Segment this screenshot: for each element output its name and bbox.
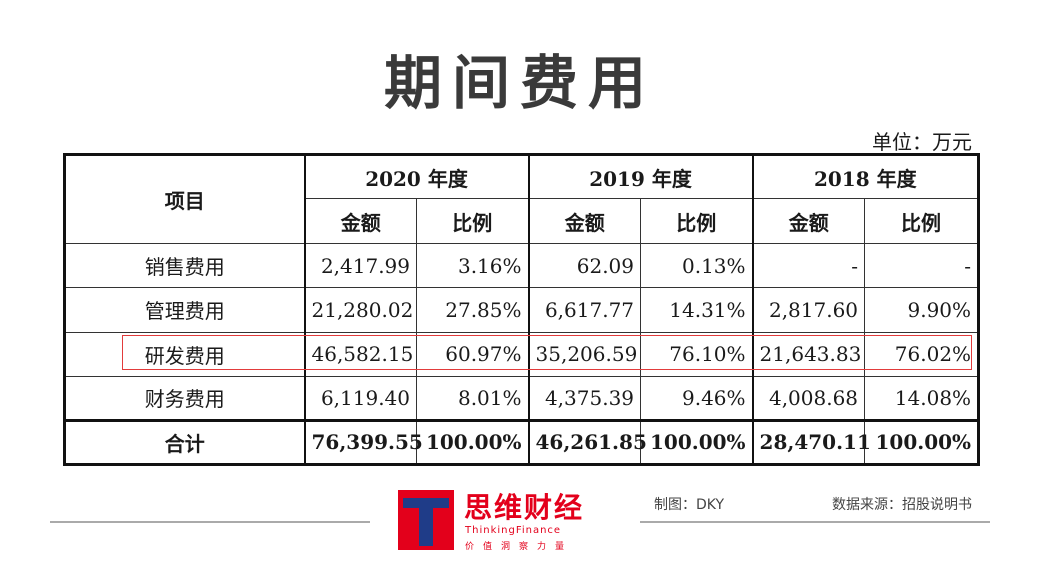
row-label: 研发费用 [64,331,305,377]
cell-amount: 4,008.68 [751,375,866,421]
cell-amount: 4,375.39 [527,375,642,421]
cell-amount: 6,119.40 [303,375,417,421]
table-row: 研发费用 46,582.15 60.97% 35,206.59 76.10% 2… [64,331,980,377]
cell-ratio: 27.85% [415,287,530,333]
maker-credit: 制图：DKY [654,497,725,513]
cell-amount: 28,470.11 [751,418,871,466]
cell-ratio: 9.90% [864,287,980,333]
item-header: 项目 [64,153,305,245]
data-source: 数据来源：招股说明书 [832,497,972,513]
unit-label: 单位：万元 [872,130,972,154]
cell-ratio: 14.31% [640,287,754,333]
ratio-header: 比例 [640,198,754,245]
table-row: 管理费用 21,280.02 27.85% 6,617.77 14.31% 2,… [64,287,980,333]
cell-ratio: 100.00% [640,418,754,466]
cell-ratio: 0.13% [640,243,754,289]
row-label: 合计 [64,418,305,466]
cell-ratio: 76.02% [864,331,980,377]
amount-header: 金额 [751,198,866,245]
cell-ratio: - [864,243,980,289]
brand-english: ThinkingFinance [465,525,562,536]
cell-amount: 2,817.60 [751,287,866,333]
footer-divider [640,521,990,523]
table-row: 销售费用 2,417.99 3.16% 62.09 0.13% - - [64,243,980,289]
cell-ratio: 60.97% [415,331,530,377]
cell-amount: 35,206.59 [527,331,642,377]
row-label: 销售费用 [64,243,305,289]
cell-amount: 21,280.02 [303,287,417,333]
cell-ratio: 3.16% [415,243,530,289]
cell-amount: 6,617.77 [527,287,642,333]
cell-ratio: 8.01% [415,375,530,421]
cell-amount: 76,399.55 [303,418,423,466]
year-header: 2020 年度 [303,153,530,200]
cell-amount: 21,643.83 [751,331,866,377]
cell-amount: - [751,243,866,289]
t-letter-logo-icon [398,490,454,550]
cell-ratio: 76.10% [640,331,754,377]
row-label: 财务费用 [64,375,305,421]
year-header: 2019 年度 [527,153,754,200]
footer-divider [50,521,370,523]
cell-amount: 62.09 [527,243,642,289]
cell-amount: 46,261.85 [527,418,647,466]
total-row: 合计 76,399.55 100.00% 46,261.85 100.00% 2… [64,418,980,466]
year-header: 2018 年度 [751,153,980,200]
year-header-row: 项目 2020 年度 2019 年度 2018 年度 [64,153,980,245]
amount-header: 金额 [303,198,417,245]
table-row: 财务费用 6,119.40 8.01% 4,375.39 9.46% 4,008… [64,375,980,421]
cell-ratio: 14.08% [864,375,980,421]
cell-amount: 2,417.99 [303,243,417,289]
expense-table: 项目 2020 年度 2019 年度 2018 年度 金额 比例 金额 比例 金… [63,153,981,466]
ratio-header: 比例 [415,198,530,245]
cell-amount: 46,582.15 [303,331,417,377]
ratio-header: 比例 [864,198,980,245]
brand-tagline: 价值洞察力量 [465,542,574,552]
brand-name: 思维财经 [464,491,585,524]
row-label: 管理费用 [64,287,305,333]
cell-ratio: 9.46% [640,375,754,421]
cell-ratio: 100.00% [415,418,530,466]
amount-header: 金额 [527,198,642,245]
cell-ratio: 100.00% [864,418,980,466]
page-title: 期间费用 [383,49,656,117]
